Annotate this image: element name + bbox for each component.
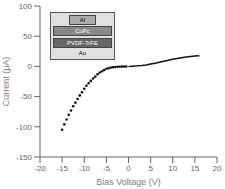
svg-text:-15: -15 — [56, 164, 68, 173]
svg-text:-150: -150 — [16, 153, 33, 162]
html-text:PVDF-TrFE: PVDF-TrFE — [66, 39, 98, 46]
html-text:CuPc: CuPc — [75, 28, 90, 35]
svg-text:Bias Voltage (V): Bias Voltage (V) — [96, 177, 161, 187]
svg-text:-20: -20 — [34, 164, 46, 173]
svg-text:0: 0 — [28, 62, 33, 71]
svg-text:100: 100 — [19, 2, 33, 11]
svg-text:-50: -50 — [20, 92, 32, 101]
svg-text:-10: -10 — [78, 164, 90, 173]
html-text:Al: Al — [79, 17, 86, 23]
svg-text:-100: -100 — [16, 123, 33, 132]
svg-text:15: 15 — [190, 164, 199, 173]
svg-text:20: 20 — [213, 164, 217, 173]
svg-text:Current (μA): Current (μA) — [8, 57, 11, 107]
svg-text:0: 0 — [126, 164, 131, 173]
svg-text:-5: -5 — [103, 164, 111, 173]
svg-text:10: 10 — [168, 164, 177, 173]
svg-text:50: 50 — [23, 32, 32, 41]
svg-text:5: 5 — [148, 164, 153, 173]
html-text:Au: Au — [78, 50, 87, 57]
